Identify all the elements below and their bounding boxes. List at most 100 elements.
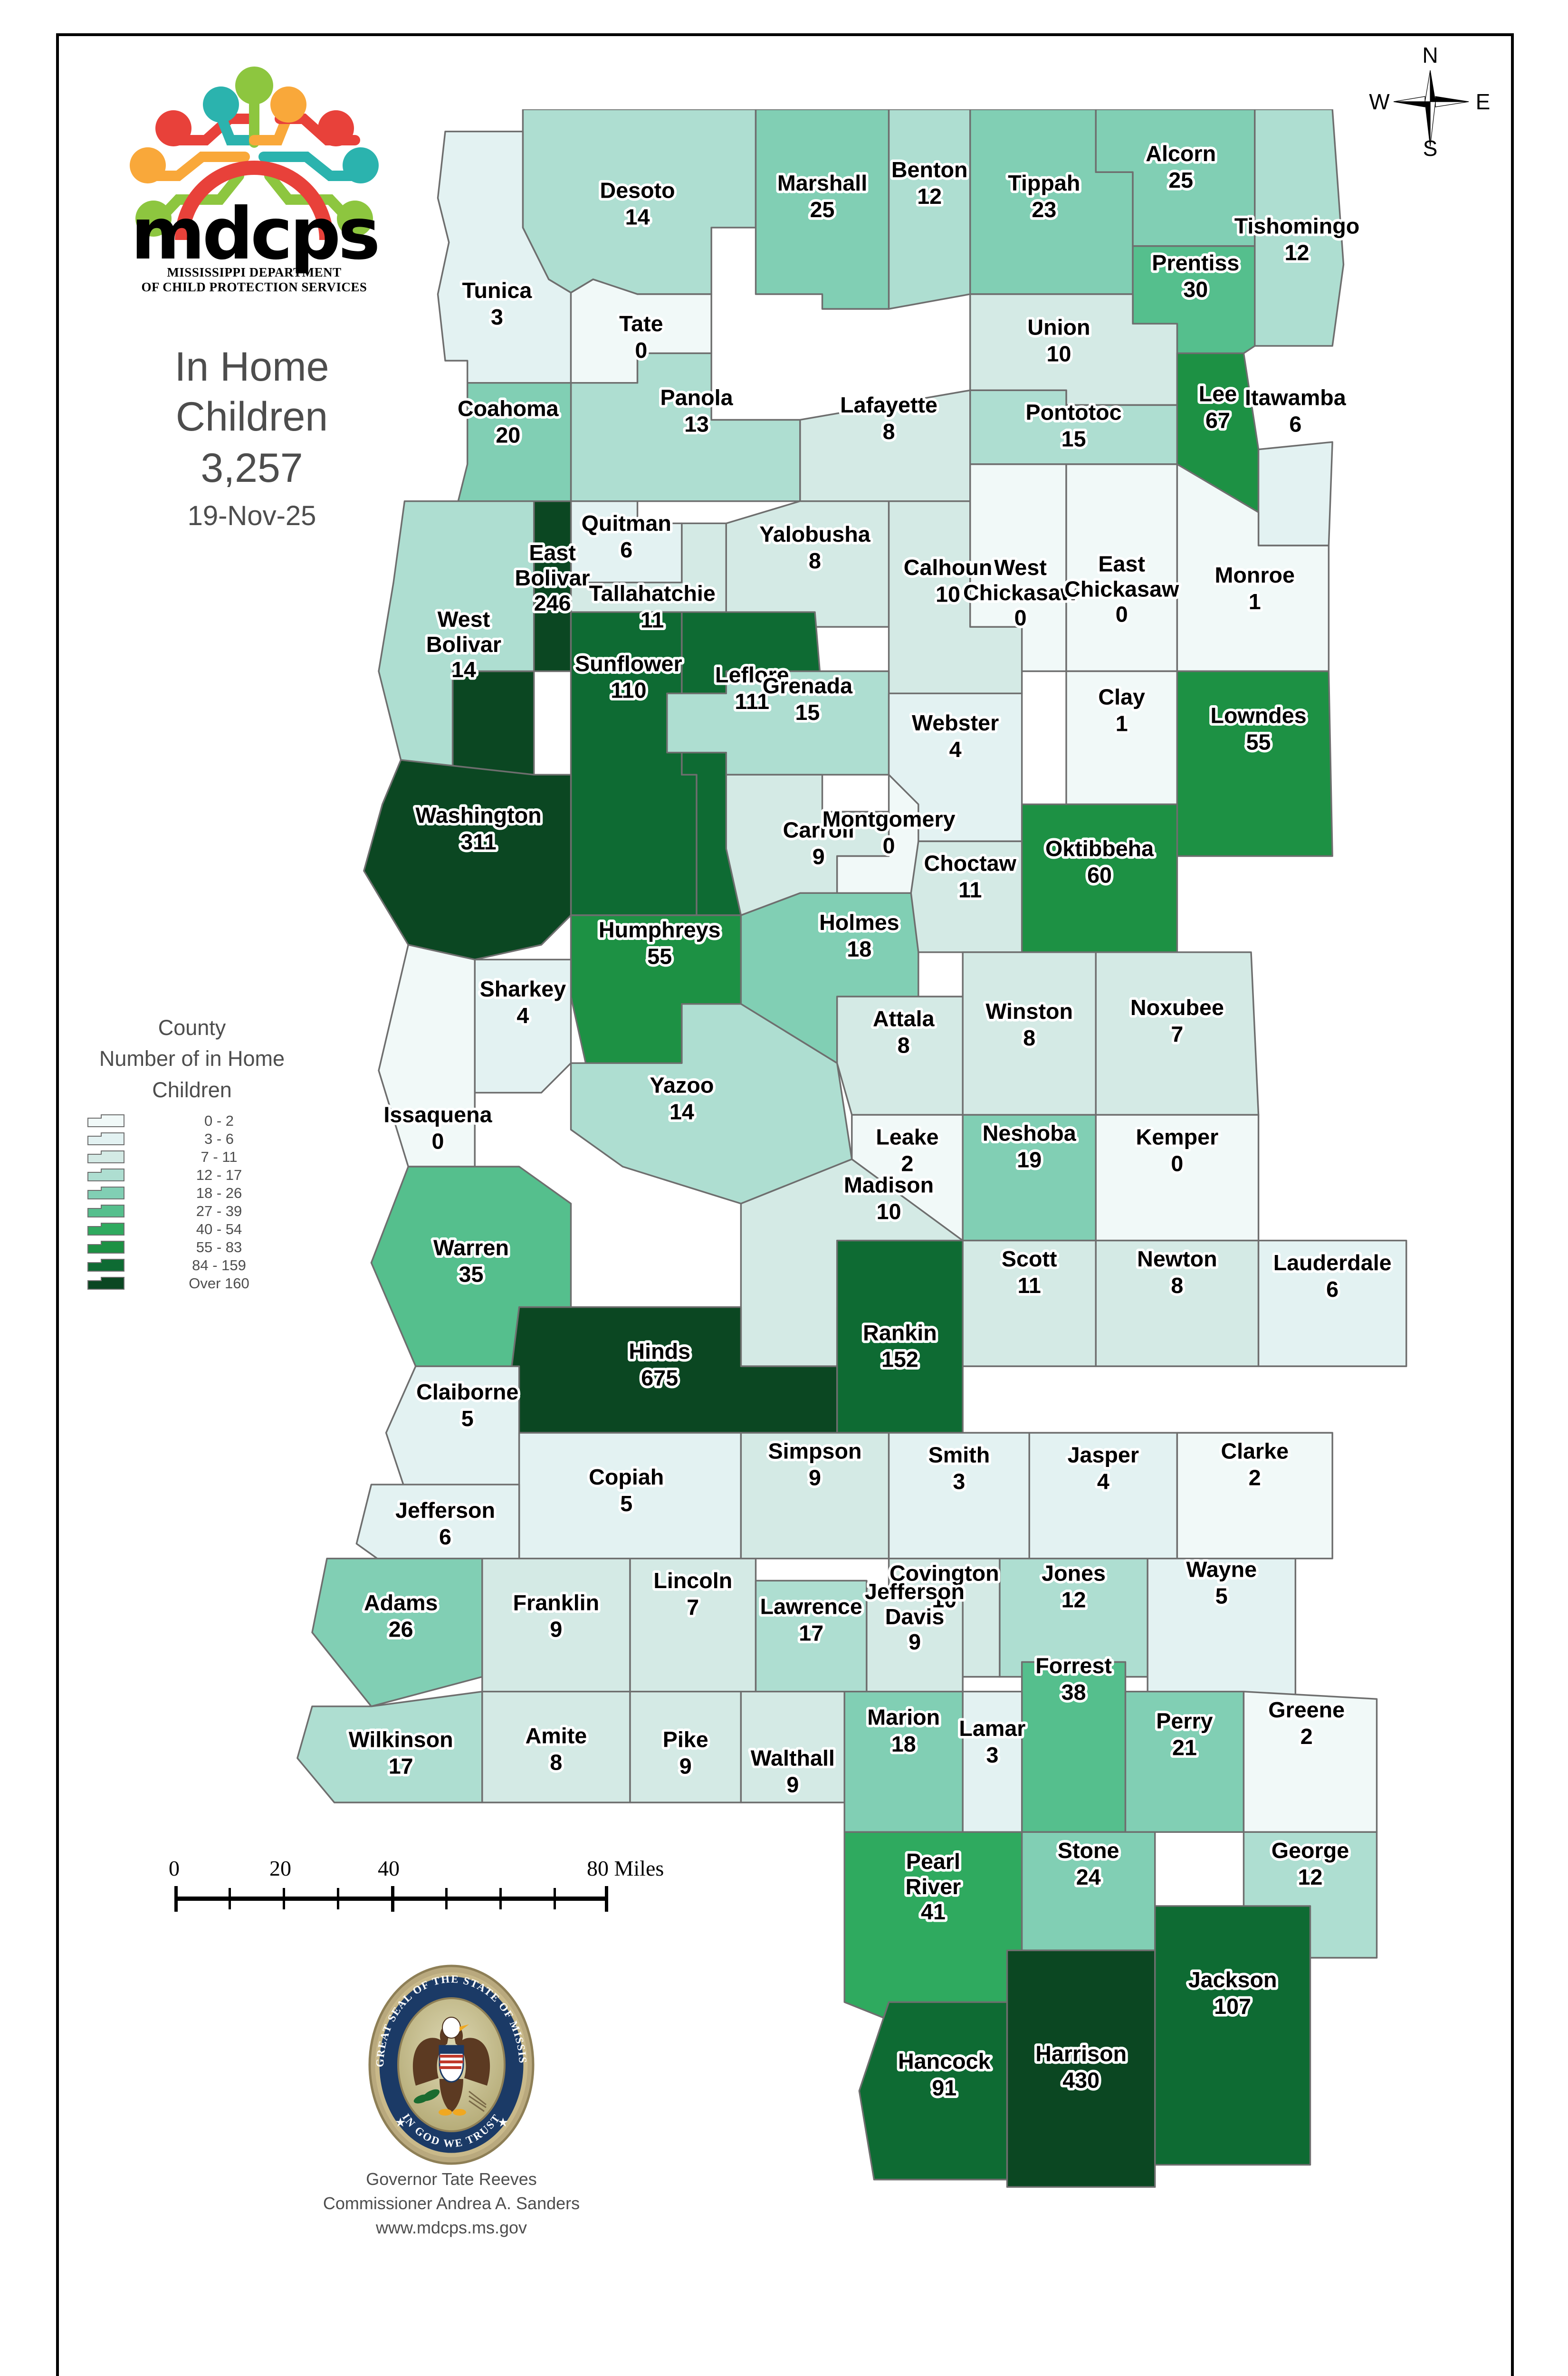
county-value-forrest: 38 [1061, 1680, 1086, 1705]
county-lowndes[interactable] [1176, 670, 1333, 857]
county-label-simpson: Simpson [768, 1439, 861, 1464]
county-label-amite: Amite [526, 1724, 587, 1748]
county-value-issaquena: 0 [431, 1129, 444, 1154]
county-jackson[interactable] [1154, 1905, 1311, 2166]
county-value-pearl-river: 41 [921, 1899, 946, 1924]
county-label-humphreys: Humphreys [599, 918, 721, 942]
county-value-jackson: 107 [1214, 1994, 1251, 2019]
county-yalobusha[interactable] [725, 500, 890, 628]
county-value-prentiss: 30 [1183, 277, 1208, 302]
compass-rose-icon: N S W E [1366, 43, 1494, 162]
county-value-claiborne: 5 [461, 1406, 474, 1431]
county-washington[interactable] [363, 759, 572, 961]
county-value-calhoun: 10 [936, 582, 960, 606]
county-label-kemper: Kemper [1136, 1124, 1219, 1149]
county-hancock[interactable] [858, 2001, 1008, 2181]
svg-text:★: ★ [497, 2115, 508, 2129]
county-value-lauderdale: 6 [1326, 1277, 1339, 1302]
county-label-winston: Winston [985, 999, 1073, 1024]
county-harrison[interactable] [1006, 1949, 1156, 2188]
county-label-union: Union [1027, 315, 1090, 340]
mississippi-state-seal-icon: THE GREAT SEAL OF THE STATE OF MISSISSIP… [359, 1951, 544, 2169]
county-label-west-bolivar-2: Bolivar [426, 632, 501, 657]
county-value-oktibbeha: 60 [1087, 863, 1112, 888]
county-value-wayne: 5 [1215, 1584, 1228, 1609]
county-label-franklin: Franklin [513, 1590, 599, 1615]
title-block: In Home Children 3,257 19-Nov-25 [86, 342, 418, 537]
county-label-pearl-river: Pearl [906, 1849, 960, 1874]
county-label-lee: Lee [1199, 382, 1237, 406]
county-label-pontotoc: Pontotoc [1026, 400, 1122, 424]
county-label-jackson: Jackson [1188, 1967, 1277, 1992]
county-label-hancock: Hancock [898, 2049, 991, 2073]
county-value-tunica: 3 [491, 305, 503, 329]
county-clarke[interactable] [1176, 1432, 1333, 1560]
county-label-forrest: Forrest [1035, 1653, 1112, 1678]
title-total-count: 3,257 [201, 445, 303, 491]
legend-label: Over 160 [189, 1274, 249, 1292]
county-label-holmes: Holmes [819, 910, 899, 935]
county-panola[interactable] [570, 352, 801, 502]
county-label-scott: Scott [1002, 1246, 1057, 1271]
county-label-panola: Panola [660, 385, 734, 410]
county-label-yalobusha: Yalobusha [759, 522, 870, 546]
county-label-jefferson-davis-2: Davis [885, 1604, 945, 1629]
county-label-pike: Pike [663, 1727, 708, 1752]
county-label-lowndes: Lowndes [1210, 703, 1306, 728]
county-value-jefferson: 6 [439, 1524, 451, 1549]
county-value-stone: 24 [1076, 1865, 1101, 1889]
legend-row: 55 - 83 [67, 1238, 295, 1256]
county-label-george: George [1272, 1838, 1349, 1863]
county-value-west-bolivar: 14 [451, 657, 476, 682]
county-marshall[interactable] [755, 109, 890, 310]
county-label-tippah: Tippah [1008, 171, 1080, 195]
county-label-marion: Marion [867, 1705, 940, 1730]
footer-website[interactable]: www.mdcps.ms.gov [375, 2218, 527, 2238]
county-value-lincoln: 7 [687, 1595, 699, 1619]
county-value-rankin: 152 [881, 1347, 918, 1372]
county-value-east-chickasaw: 0 [1116, 602, 1128, 626]
legend-swatch [87, 1150, 124, 1164]
county-adams[interactable] [311, 1557, 483, 1707]
county-value-george: 12 [1298, 1865, 1323, 1889]
county-value-desoto: 14 [625, 205, 650, 230]
county-label-leake: Leake [876, 1124, 938, 1149]
county-label-noxubee: Noxubee [1130, 995, 1224, 1020]
mississippi-county-choropleth[interactable]: Desoto 14 Tunica 3 Tate 0 Marshall 25 Benton 12 Ti… [143, 109, 1487, 2224]
county-label-tallahatchie: Tallahatchie [589, 581, 716, 606]
county-value-clay: 1 [1116, 711, 1128, 736]
county-value-attala: 8 [898, 1033, 910, 1057]
county-label-alcorn: Alcorn [1146, 141, 1216, 166]
county-value-marion: 18 [891, 1732, 916, 1756]
county-yazoo[interactable] [570, 1003, 853, 1205]
county-benton[interactable] [888, 109, 971, 310]
county-value-quitman: 6 [620, 537, 632, 562]
scale-label-0: 0 [169, 1856, 180, 1880]
county-label-jefferson-davis: Jefferson [865, 1579, 965, 1604]
legend-label: 3 - 6 [204, 1130, 234, 1147]
county-montgomery[interactable] [836, 774, 919, 894]
county-value-kemper: 0 [1171, 1151, 1183, 1176]
county-value-pike: 9 [679, 1753, 692, 1778]
county-value-grenada: 15 [795, 700, 820, 725]
county-value-marshall: 25 [810, 197, 835, 222]
county-issaquena[interactable] [378, 944, 476, 1168]
legend-label: 40 - 54 [196, 1220, 242, 1237]
county-value-adams: 26 [389, 1617, 413, 1642]
county-label-neshoba: Neshoba [983, 1121, 1077, 1146]
county-value-carroll: 9 [813, 844, 825, 869]
county-value-simpson: 9 [809, 1466, 821, 1490]
county-value-neshoba: 19 [1017, 1148, 1042, 1172]
county-value-scott: 11 [1018, 1273, 1041, 1298]
county-value-sharkey: 4 [516, 1003, 529, 1028]
county-itawamba[interactable] [1257, 441, 1333, 546]
county-lauderdale[interactable] [1257, 1239, 1407, 1367]
county-value-coahoma: 20 [496, 423, 520, 448]
county-value-leflore: 111 [735, 689, 769, 714]
legend-label: 12 - 17 [196, 1166, 242, 1183]
county-label-walthall: Walthall [751, 1745, 835, 1770]
legend-label: 18 - 26 [196, 1184, 242, 1201]
county-label-grenada: Grenada [763, 673, 853, 698]
county-label-sharkey: Sharkey [480, 977, 566, 1001]
